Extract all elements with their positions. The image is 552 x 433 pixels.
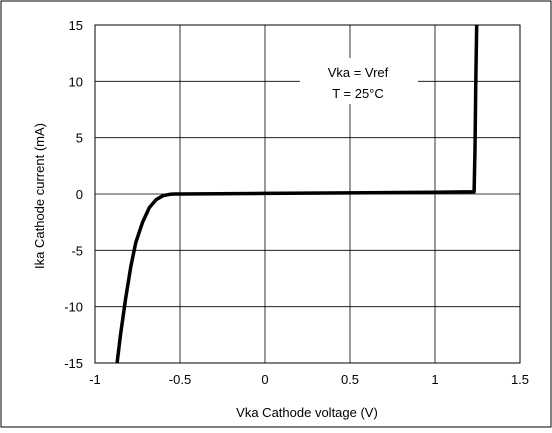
annotation-background [300, 58, 418, 104]
axes: -1 -0.5 0 0.5 1 1.5 -15 -10 -5 0 5 10 15 [64, 18, 529, 387]
y-tick-label: 15 [69, 18, 83, 33]
annotation-vka-vref: Vka = Vref [328, 65, 389, 80]
x-tick-label: 0.5 [341, 372, 359, 387]
y-tick-label: -10 [64, 300, 83, 315]
y-axis-label: Ika Cathode current (mA) [32, 123, 47, 269]
y-tick-label: 5 [76, 131, 83, 146]
x-tick-label: 1 [431, 372, 438, 387]
x-tick-label: -1 [89, 372, 101, 387]
y-tick-label: -5 [71, 243, 83, 258]
x-tick-label: -0.5 [169, 372, 191, 387]
y-tick-label: 10 [69, 74, 83, 89]
x-tick-label: 0 [261, 372, 268, 387]
x-axis-label: Vka Cathode voltage (V) [236, 405, 378, 420]
annotations: Vka = Vref T = 25°C [300, 58, 418, 104]
series [115, 24, 479, 364]
y-tick-label: 0 [76, 187, 83, 202]
x-tick-label: 1.5 [511, 372, 529, 387]
series-line-0 [115, 24, 479, 364]
y-tick-label: -15 [64, 356, 83, 371]
annotation-temperature: T = 25°C [332, 86, 384, 101]
